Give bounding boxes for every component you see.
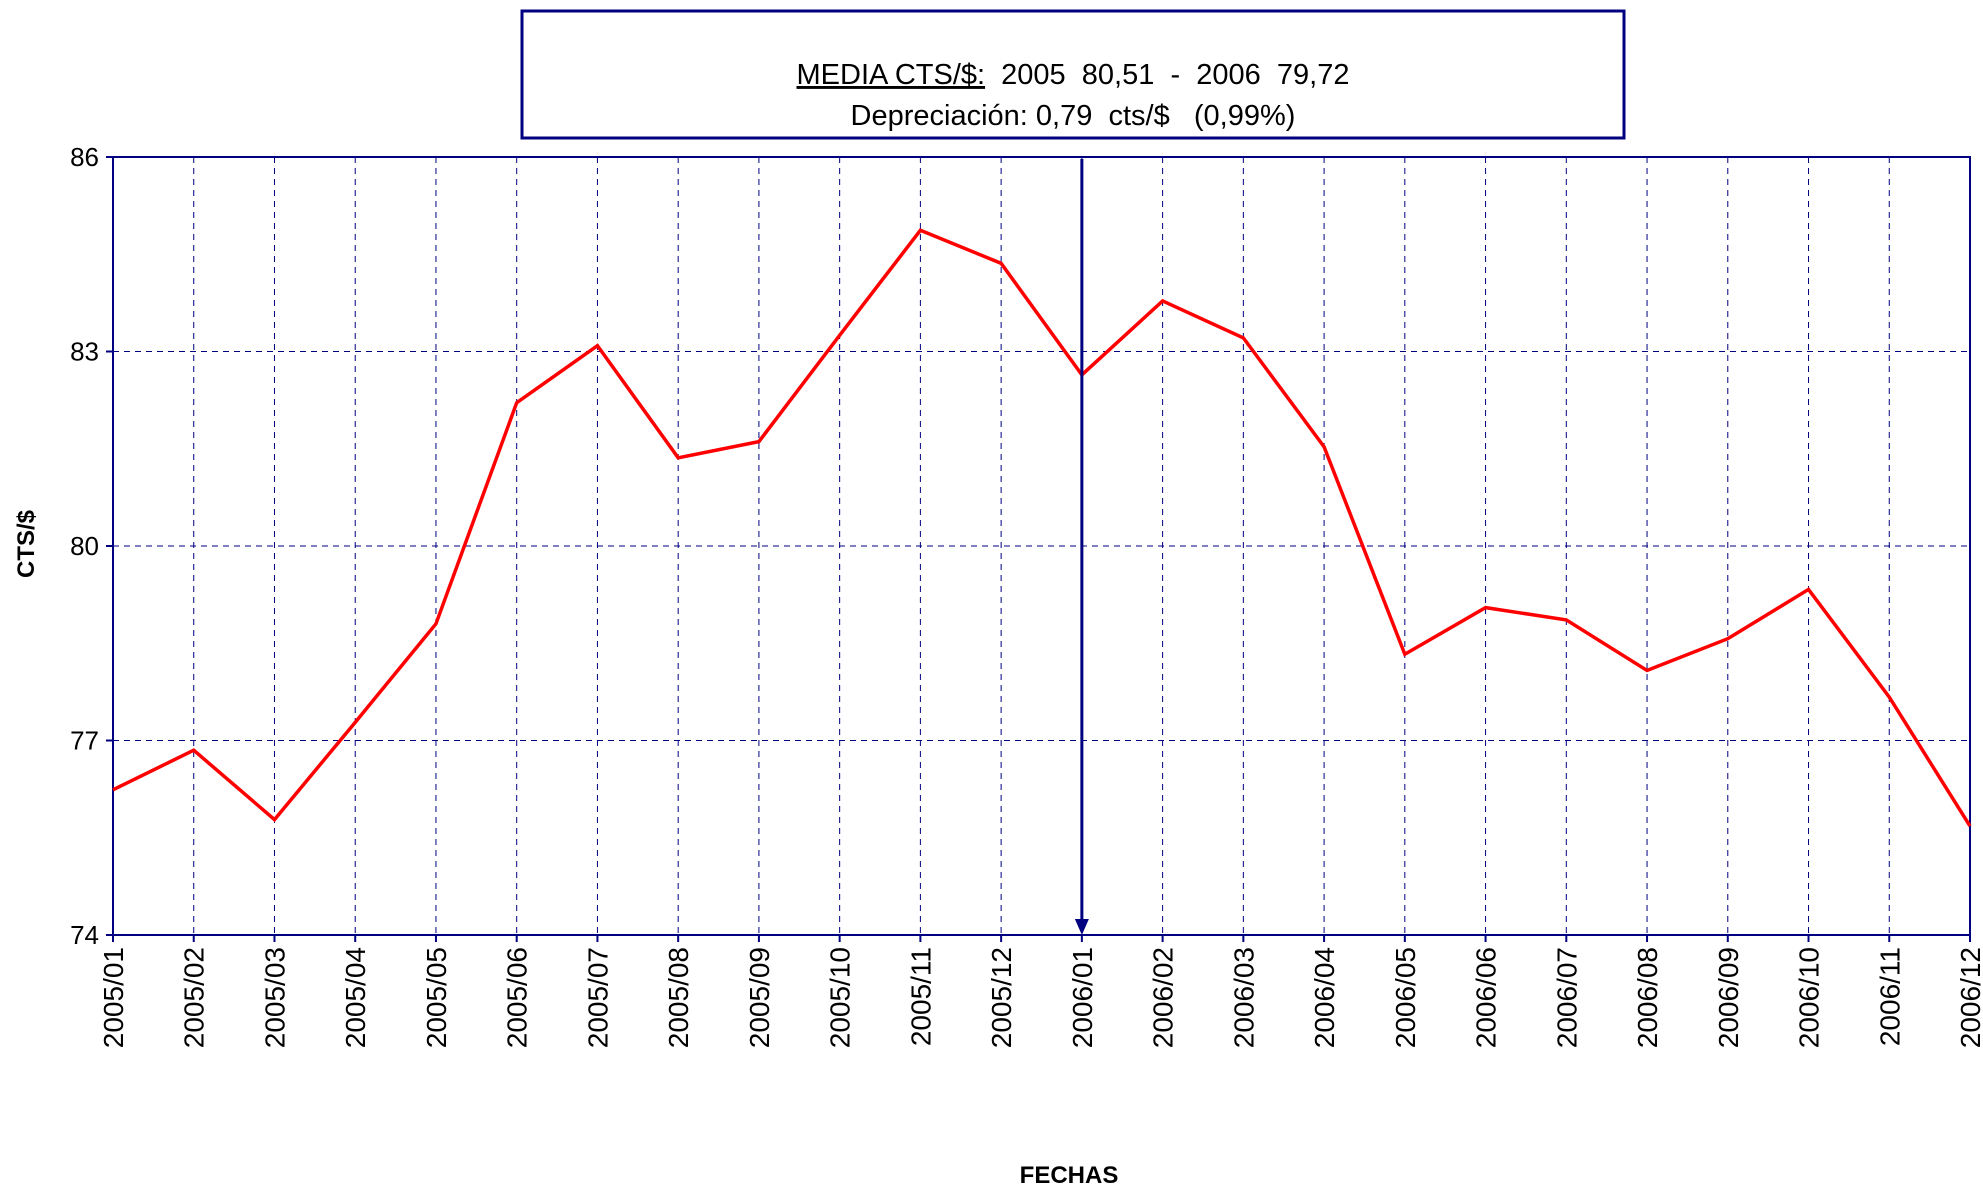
y-tick-label: 86 [70,142,99,172]
x-tick-label: 2005/08 [663,947,694,1048]
x-tick-label: 2005/12 [986,947,1017,1048]
x-tick-label: 2005/05 [421,947,452,1048]
x-tick-label: 2006/06 [1471,947,1502,1048]
y-axis-label: CTS/$ [13,509,40,578]
x-tick-label: 2006/09 [1713,947,1744,1048]
x-axis-label: FECHAS [1020,1162,1119,1188]
x-tick-label: 2006/04 [1309,947,1340,1048]
y-tick-label: 80 [70,531,99,561]
x-tick-label: 2005/10 [825,947,856,1048]
arrow-head [1074,919,1089,935]
x-tick-label: 2006/10 [1794,947,1825,1048]
data-line [112,228,1972,828]
plot-frame [112,156,1971,936]
x-tick-label: 2005/04 [340,947,371,1048]
x-tick-label: 2005/11 [905,947,936,1046]
y-tick-label: 83 [70,337,99,367]
x-tick-label: 2005/01 [98,947,129,1048]
x-tick-label: 2006/03 [1228,947,1259,1048]
x-tick-label: 2006/11 [1874,947,1905,1046]
annotation-line2: Depreciación: 0,79 cts/$ (0,99%) [851,100,1296,132]
x-tick-label: 2006/01 [1067,947,1098,1048]
y-tick-label: 74 [70,920,99,950]
x-tick-label: 2005/06 [502,947,533,1048]
x-tick-label: 2006/02 [1148,947,1179,1048]
annotation-text: 2005 80,51 - 2006 79,72 [985,59,1349,91]
x-tick-label: 2006/05 [1390,947,1421,1048]
x-tick-label: 2005/09 [744,947,775,1048]
x-tick-label: 2005/03 [259,947,290,1048]
x-tick-label: 2006/07 [1551,947,1582,1048]
y-tick-label: 77 [70,726,99,756]
annotation-box [520,9,1626,140]
x-tick-label: 2006/08 [1632,947,1663,1048]
x-tick-label: 2006/12 [1955,947,1983,1048]
x-tick-label: 2005/02 [179,947,210,1048]
annotation-label: MEDIA CTS/$: [797,59,986,91]
x-tick-label: 2005/07 [582,947,613,1048]
annotation-line1: MEDIA CTS/$: 2005 80,51 - 2006 79,72 [797,59,1350,91]
